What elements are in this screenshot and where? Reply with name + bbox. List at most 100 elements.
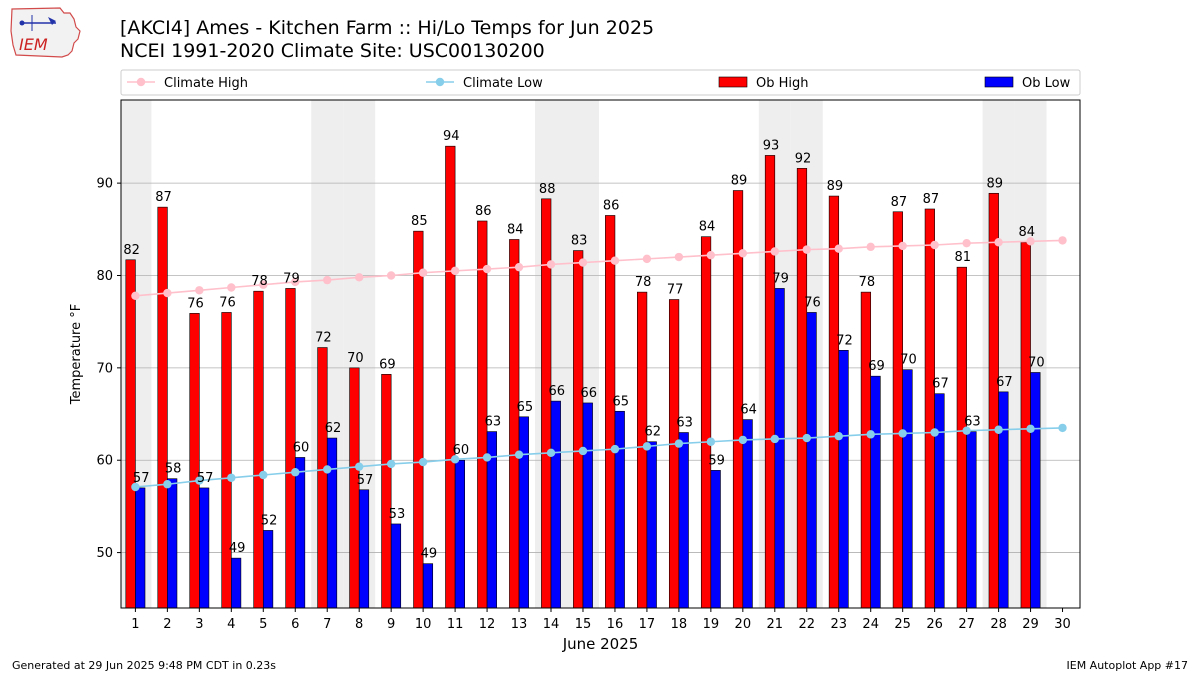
ob-high-bar <box>860 291 872 609</box>
ob-low-bar <box>135 487 146 609</box>
x-tick-label: 12 <box>479 617 496 632</box>
y-tick-label: 80 <box>96 269 113 284</box>
climate-high-point <box>1058 236 1067 245</box>
climate-high-point <box>866 242 875 252</box>
climate-high-point <box>962 238 971 248</box>
ob-high-label: 89 <box>987 176 1004 191</box>
ob-low-label: 62 <box>644 425 661 440</box>
ob-low-label: 58 <box>165 462 182 477</box>
ob-high-label: 84 <box>1018 225 1035 240</box>
ob-low-label: 60 <box>293 440 310 455</box>
gridlines <box>121 182 1080 553</box>
logo-text: IEM <box>19 35 48 54</box>
ob-high-label: 76 <box>187 296 204 311</box>
x-tick-label: 26 <box>926 617 943 632</box>
ob-high-label: 93 <box>763 138 780 153</box>
ob-low-label: 70 <box>1028 355 1045 370</box>
ob-high-label: 94 <box>443 129 460 144</box>
x-axis-label: June 2025 <box>562 635 639 653</box>
ob-low-label: 49 <box>421 547 438 562</box>
x-tick-label: 24 <box>862 617 879 632</box>
x-tick-label: 5 <box>259 617 267 632</box>
ob-high-bar <box>349 367 360 609</box>
ob-high-bar <box>605 215 616 609</box>
ob-high-label: 81 <box>955 250 972 265</box>
ob-high-label: 89 <box>827 179 844 194</box>
climate-low-point <box>323 465 332 474</box>
ob-high-label: 92 <box>795 151 812 166</box>
climate-low-point <box>770 434 779 444</box>
climate-low-point <box>546 448 556 458</box>
ob-low-label: 69 <box>868 359 885 374</box>
ob-high-bar <box>253 290 264 609</box>
ob-high-label: 86 <box>475 204 492 219</box>
climate-low-point <box>866 430 875 439</box>
ob-low-bar <box>294 457 306 609</box>
ob-high-label: 83 <box>571 234 588 249</box>
ob-low-label: 65 <box>517 400 534 415</box>
ob-low-bar <box>966 431 977 609</box>
y-tick-label: 70 <box>96 361 113 376</box>
ob-low-label: 63 <box>485 415 502 430</box>
climate-low-point <box>578 446 588 456</box>
climate-low-point <box>962 426 971 435</box>
ob-low-bar <box>742 419 753 609</box>
x-tick-label: 18 <box>671 617 688 632</box>
climate-low-point <box>898 429 907 438</box>
climate-low-point <box>259 470 268 480</box>
climate-low-point <box>802 433 811 443</box>
climate-low-point <box>354 462 364 471</box>
legend-label: Climate High <box>164 76 248 91</box>
ob-low-bar <box>774 288 785 609</box>
x-tick-label: 20 <box>735 617 752 632</box>
climate-high-point <box>418 268 428 277</box>
ob-low-bar <box>167 478 178 609</box>
legend-marker <box>136 77 146 87</box>
ob-high-label: 76 <box>219 295 236 310</box>
plot-frame <box>120 99 1081 609</box>
climate-high-point <box>642 254 652 264</box>
ob-high-label: 87 <box>923 192 940 207</box>
x-tick-label: 29 <box>1022 617 1039 632</box>
climate-low-point <box>706 437 716 446</box>
ob-low-label: 49 <box>229 541 246 556</box>
chart-subtitle: NCEI 1991-2020 Climate Site: USC00130200 <box>120 40 545 62</box>
ob-high-bar <box>541 198 552 609</box>
ob-high-label: 78 <box>251 274 268 289</box>
ob-low-bar <box>454 459 466 609</box>
climate-low-point <box>291 468 300 477</box>
ob-high-bar <box>509 239 520 609</box>
x-tick-label: 7 <box>323 617 331 632</box>
climate-high-point <box>1026 237 1035 246</box>
y-tick-label: 50 <box>96 546 113 561</box>
ob-low-label: 57 <box>197 471 214 486</box>
climate-high-point <box>610 256 620 265</box>
climate-high-point <box>898 241 907 251</box>
ob-high-bar <box>956 266 967 609</box>
climate-low-point <box>930 428 939 437</box>
climate-low-point <box>1026 424 1035 434</box>
ob-low-bar <box>614 410 625 609</box>
ob-high-bar <box>988 192 999 609</box>
ob-low-bar <box>358 489 370 609</box>
ob-low-label: 79 <box>772 271 789 286</box>
legend-label: Climate Low <box>463 76 543 91</box>
ob-high-bar <box>668 299 680 609</box>
ob-high-label: 89 <box>731 174 748 189</box>
ob-high-label: 88 <box>539 182 556 197</box>
climate-high-point <box>546 260 556 269</box>
ob-low-bar <box>518 416 529 609</box>
x-tick-label: 14 <box>543 617 560 632</box>
ob-low-label: 62 <box>325 421 342 436</box>
x-tick-label: 13 <box>511 617 528 632</box>
climate-low-point <box>418 457 428 467</box>
climate-low-line <box>135 427 1063 488</box>
ob-low-label: 65 <box>612 394 629 409</box>
x-tick-label: 9 <box>387 617 395 632</box>
generated-timestamp: Generated at 29 Jun 2025 9:48 PM CDT in … <box>12 659 277 672</box>
ob-high-label: 78 <box>859 275 876 290</box>
ob-high-bar <box>764 155 776 609</box>
climate-high-point <box>674 252 684 262</box>
